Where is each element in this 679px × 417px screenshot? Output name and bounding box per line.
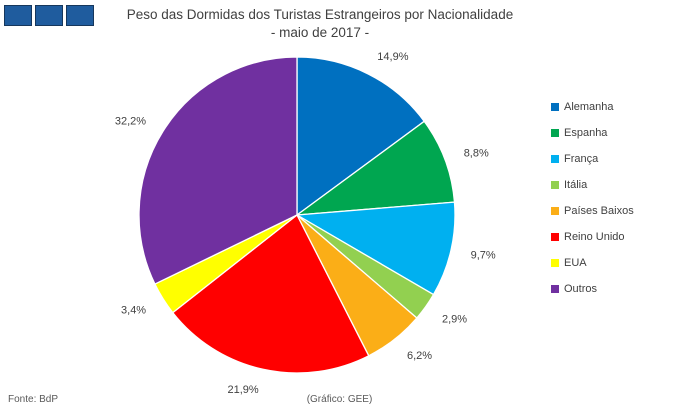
legend-swatch-icon bbox=[551, 285, 559, 293]
pie-label-reino-unido: 21,9% bbox=[227, 384, 258, 396]
pie-label-espanha: 8,8% bbox=[464, 148, 489, 160]
legend-swatch-icon bbox=[551, 207, 559, 215]
logo-square-icon bbox=[4, 5, 32, 26]
chart-title-line1: Peso das Dormidas dos Turistas Estrangei… bbox=[126, 7, 514, 22]
pie-slice-outros bbox=[138, 56, 298, 285]
legend-item-italia: Itália bbox=[551, 179, 634, 191]
legend-item-paises-baixos: Países Baixos bbox=[551, 205, 634, 217]
legend-swatch-icon bbox=[551, 155, 559, 163]
legend-item-outros: Outros bbox=[551, 283, 634, 295]
legend-item-eua: EUA bbox=[551, 257, 634, 269]
legend-swatch-icon bbox=[551, 103, 559, 111]
pie-slice-franca bbox=[296, 201, 456, 296]
legend-swatch-icon bbox=[551, 181, 559, 189]
logo-square-icon bbox=[66, 5, 94, 26]
credit-note: (Gráfico: GEE) bbox=[306, 394, 373, 405]
legend-label: EUA bbox=[564, 257, 587, 269]
legend-swatch-icon bbox=[551, 129, 559, 137]
legend-label: Espanha bbox=[564, 127, 608, 139]
pie-label-paises-baixos: 6,2% bbox=[407, 350, 432, 362]
legend-item-espanha: Espanha bbox=[551, 127, 634, 139]
legend-label: Itália bbox=[564, 179, 588, 191]
source-note: Fonte: BdP bbox=[8, 394, 59, 405]
legend-item-alemanha: Alemanha bbox=[551, 101, 634, 113]
chart-legend: Alemanha Espanha França Itália Países Baixos… bbox=[551, 101, 634, 309]
chart-title-line2: - maio de 2017 - bbox=[270, 24, 370, 40]
logo-square-icon bbox=[35, 5, 63, 26]
pie-label-franca: 9,7% bbox=[471, 249, 496, 261]
legend-swatch-icon bbox=[551, 233, 559, 241]
pie-slice-reino-unido bbox=[172, 214, 370, 374]
legend-label: Países Baixos bbox=[564, 205, 634, 217]
legend-swatch-icon bbox=[551, 259, 559, 267]
legend-label: Outros bbox=[564, 283, 598, 295]
legend-label: Alemanha bbox=[564, 101, 614, 113]
pie-label-eua: 3,4% bbox=[121, 304, 146, 316]
pie-label-outros: 32,2% bbox=[115, 116, 146, 128]
pie-slice-alemanha bbox=[296, 56, 425, 216]
legend-item-reino-unido: Reino Unido bbox=[551, 231, 634, 243]
legend-label: Reino Unido bbox=[564, 231, 625, 243]
legend-label: França bbox=[564, 153, 599, 165]
logo-squares-icon bbox=[4, 5, 94, 26]
legend-item-franca: França bbox=[551, 153, 634, 165]
chart-title: Peso das Dormidas dos Turistas Estrangei… bbox=[0, 6, 640, 41]
pie-slice-espanha bbox=[296, 120, 456, 216]
pie-label-italia: 2,9% bbox=[442, 313, 467, 325]
pie-label-alemanha: 14,9% bbox=[377, 51, 408, 63]
